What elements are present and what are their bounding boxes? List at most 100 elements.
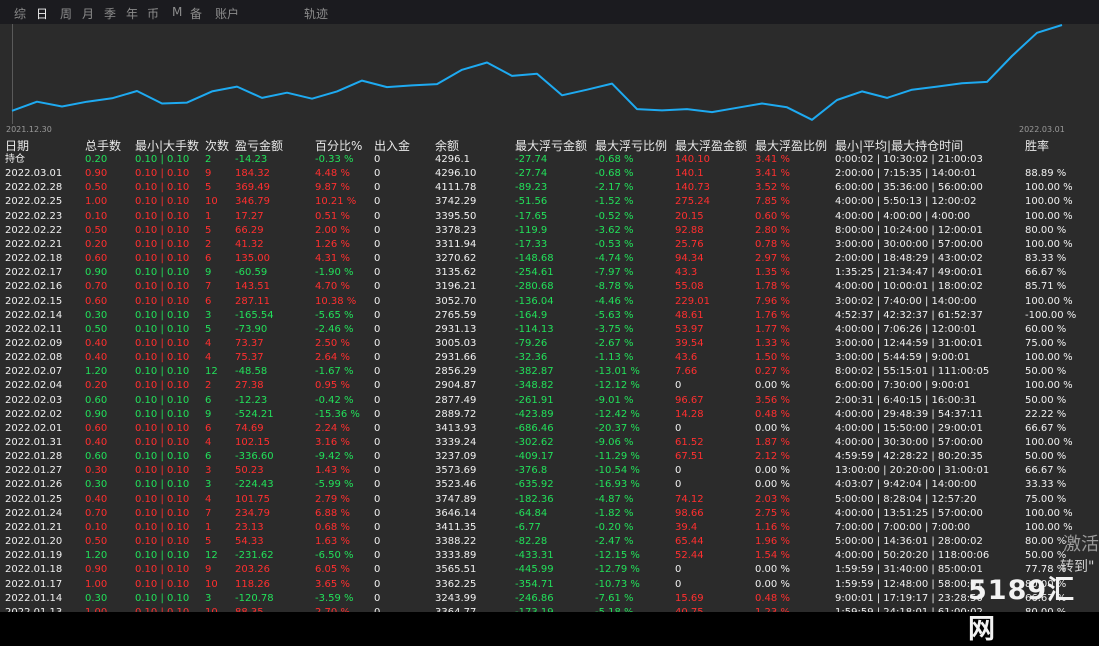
cell-min-max-lots: 0.10 | 0.10: [135, 267, 190, 278]
table-row[interactable]: 2022.02.18 0.60 0.10 | 0.10 6 135.00 4.31 % 0 3…: [0, 252, 1099, 266]
col-deposit[interactable]: 出入金: [374, 139, 411, 153]
cell-max-float-profit-ratio: 0.48 %: [755, 409, 790, 420]
cell-max-float-loss-ratio: -4.74 %: [595, 253, 634, 264]
col-max-float-loss-ratio[interactable]: 最大浮亏比例: [595, 139, 668, 153]
chart-start-date: 2021.12.30: [6, 125, 52, 134]
col-min-max-lots[interactable]: 最小|大手数: [135, 139, 200, 153]
tab-account[interactable]: 账户: [215, 7, 240, 21]
cell-max-float-loss: -82.28: [515, 536, 548, 547]
cell-balance: 3333.89: [435, 550, 477, 561]
col-balance[interactable]: 余额: [435, 139, 460, 153]
cell-min-max-lots: 0.10 | 0.10: [135, 409, 190, 420]
col-max-float-profit[interactable]: 最大浮盈金额: [675, 139, 748, 153]
col-total-lots[interactable]: 总手数: [85, 139, 122, 153]
tab-currency[interactable]: 币: [147, 7, 160, 21]
cell-hold-time: 2:00:00 | 18:48:29 | 43:00:02: [835, 253, 983, 264]
tab-weekly[interactable]: 周: [60, 7, 73, 21]
table-row[interactable]: 2022.01.24 0.70 0.10 | 0.10 7 234.79 6.88 % 0 3…: [0, 507, 1099, 521]
cell-balance: 3243.99: [435, 593, 477, 604]
table-row[interactable]: 2022.02.07 1.20 0.10 | 0.10 12 -48.58 -1.67 %…: [0, 365, 1099, 379]
table-row[interactable]: 2022.02.28 0.50 0.10 | 0.10 5 369.49 9.87 % 0 4…: [0, 181, 1099, 195]
col-percent[interactable]: 百分比%: [315, 139, 363, 153]
table-row[interactable]: 2022.01.19 1.20 0.10 | 0.10 12 -231.62 -6.50 …: [0, 549, 1099, 563]
table-row[interactable]: 2022.02.03 0.60 0.10 | 0.10 6 -12.23 -0.42 % 0…: [0, 394, 1099, 408]
table-row[interactable]: 2022.02.23 0.10 0.10 | 0.10 1 17.27 0.51 % 0 33…: [0, 210, 1099, 224]
tab-m[interactable]: M: [172, 5, 183, 19]
cell-max-float-profit: 140.1: [675, 168, 704, 179]
cell-win-rate: -100.00 %: [1025, 310, 1077, 321]
cell-total-lots: 0.50: [85, 225, 108, 236]
cell-profit: -524.21: [235, 409, 274, 420]
cell-hold-time: 5:00:00 | 14:36:01 | 28:00:02: [835, 536, 983, 547]
table-row[interactable]: 2022.01.21 0.10 0.10 | 0.10 1 23.13 0.68 % 0 34…: [0, 521, 1099, 535]
table-row[interactable]: 2022.01.17 1.00 0.10 | 0.10 10 118.26 3.65 % 0…: [0, 578, 1099, 592]
cell-min-max-lots: 0.10 | 0.10: [135, 225, 190, 236]
table-row[interactable]: 2022.01.28 0.60 0.10 | 0.10 6 -336.60 -9.42 %…: [0, 450, 1099, 464]
cell-max-float-profit-ratio: 0.27 %: [755, 366, 790, 377]
tab-track[interactable]: 轨迹: [304, 7, 329, 21]
cell-count: 6: [205, 253, 212, 264]
cell-max-float-loss: -280.68: [515, 281, 554, 292]
cell-profit: -224.43: [235, 479, 274, 490]
table-row[interactable]: 2022.03.01 0.90 0.10 | 0.10 9 184.32 4.48 % 0 4…: [0, 167, 1099, 181]
table-row[interactable]: 2022.02.02 0.90 0.10 | 0.10 9 -524.21 -15.36 …: [0, 408, 1099, 422]
table-row[interactable]: 2022.02.16 0.70 0.10 | 0.10 7 143.51 4.70 % 0 3…: [0, 280, 1099, 294]
tab-notes[interactable]: 备: [190, 7, 203, 21]
cell-percent: 9.87 %: [315, 182, 350, 193]
cell-total-lots: 0.60: [85, 253, 108, 264]
cell-max-float-loss-ratio: -2.67 %: [595, 338, 634, 349]
tab-yearly[interactable]: 年: [126, 7, 139, 21]
cell-win-rate: 100.00 %: [1025, 182, 1073, 193]
table-row[interactable]: 2022.02.09 0.40 0.10 | 0.10 4 73.37 2.50 % 0 30…: [0, 337, 1099, 351]
table-row[interactable]: 2022.02.11 0.50 0.10 | 0.10 5 -73.90 -2.46 % 0…: [0, 323, 1099, 337]
cell-deposit: 0: [374, 451, 381, 462]
tab-quarterly[interactable]: 季: [104, 7, 117, 21]
tab-overview[interactable]: 综: [14, 7, 27, 21]
table-row[interactable]: 2022.01.20 0.50 0.10 | 0.10 5 54.33 1.63 % 0 33…: [0, 535, 1099, 549]
cell-hold-time: 8:00:00 | 10:24:00 | 12:00:01: [835, 225, 983, 236]
cell-profit: -231.62: [235, 550, 274, 561]
tab-daily[interactable]: 日: [36, 7, 49, 21]
col-win-rate[interactable]: 胜率: [1025, 139, 1050, 153]
cell-max-float-profit: 94.34: [675, 253, 704, 264]
cell-profit: 184.32: [235, 168, 270, 179]
cell-hold-time: 1:59:59 | 31:40:00 | 85:00:01: [835, 564, 983, 575]
table-row[interactable]: 2022.01.31 0.40 0.10 | 0.10 4 102.15 3.16 % 0 3…: [0, 436, 1099, 450]
cell-max-float-profit-ratio: 3.41 %: [755, 154, 790, 165]
cell-date: 2022.02.08: [5, 352, 63, 363]
cell-profit: -120.78: [235, 593, 274, 604]
table-row[interactable]: 2022.02.17 0.90 0.10 | 0.10 9 -60.59 -1.90 % 0…: [0, 266, 1099, 280]
table-row[interactable]: 2022.02.22 0.50 0.10 | 0.10 5 66.29 2.00 % 0 33…: [0, 224, 1099, 238]
col-max-float-profit-ratio[interactable]: 最大浮盈比例: [755, 139, 828, 153]
table-row[interactable]: 2022.02.15 0.60 0.10 | 0.10 6 287.11 10.38 % 0…: [0, 295, 1099, 309]
table-row[interactable]: 2022.01.25 0.40 0.10 | 0.10 4 101.75 2.79 % 0 3…: [0, 493, 1099, 507]
cell-date: 2022.01.26: [5, 479, 63, 490]
cell-win-rate: 100.00 %: [1025, 196, 1073, 207]
col-date[interactable]: 日期: [5, 139, 30, 153]
cell-date: 2022.02.03: [5, 395, 63, 406]
table-row[interactable]: 2022.02.01 0.60 0.10 | 0.10 6 74.69 2.24 % 0 34…: [0, 422, 1099, 436]
table-row[interactable]: 2022.01.13 1.00 0.10 | 0.10 10 88.35 2.70 % 0 3…: [0, 606, 1099, 612]
cell-max-float-loss-ratio: -0.53 %: [595, 239, 634, 250]
cell-total-lots: 0.90: [85, 564, 108, 575]
col-max-float-loss[interactable]: 最大浮亏金额: [515, 139, 588, 153]
table-row[interactable]: 2022.01.27 0.30 0.10 | 0.10 3 50.23 1.43 % 0 35…: [0, 464, 1099, 478]
cell-total-lots: 0.40: [85, 437, 108, 448]
cell-percent: -1.90 %: [315, 267, 354, 278]
cell-max-float-profit-ratio: 1.77 %: [755, 324, 790, 335]
cell-win-rate: 77.78 %: [1025, 564, 1067, 575]
col-hold-time[interactable]: 最小|平均|最大持仓时间: [835, 139, 964, 153]
tab-monthly[interactable]: 月: [82, 7, 95, 21]
table-row[interactable]: 2022.02.04 0.20 0.10 | 0.10 2 27.38 0.95 % 0 29…: [0, 379, 1099, 393]
cell-date: 2022.01.20: [5, 536, 63, 547]
table-row[interactable]: 2022.02.25 1.00 0.10 | 0.10 10 346.79 10.21 %…: [0, 195, 1099, 209]
col-count[interactable]: 次数: [205, 139, 230, 153]
table-row[interactable]: 2022.01.18 0.90 0.10 | 0.10 9 203.26 6.05 % 0 3…: [0, 563, 1099, 577]
col-profit[interactable]: 盈亏金额: [235, 139, 284, 153]
table-row[interactable]: 2022.01.26 0.30 0.10 | 0.10 3 -224.43 -5.99 %…: [0, 478, 1099, 492]
table-row[interactable]: 2022.02.08 0.40 0.10 | 0.10 4 75.37 2.64 % 0 29…: [0, 351, 1099, 365]
table-row[interactable]: 2022.02.14 0.30 0.10 | 0.10 3 -165.54 -5.65 %…: [0, 309, 1099, 323]
table-row[interactable]: 2022.02.21 0.20 0.10 | 0.10 2 41.32 1.26 % 0 33…: [0, 238, 1099, 252]
table-row[interactable]: 2022.01.14 0.30 0.10 | 0.10 3 -120.78 -3.59 %…: [0, 592, 1099, 606]
table-row[interactable]: 持仓 0.20 0.10 | 0.10 2 -14.23 -0.33 % 0 4296.1 -2…: [0, 153, 1099, 167]
